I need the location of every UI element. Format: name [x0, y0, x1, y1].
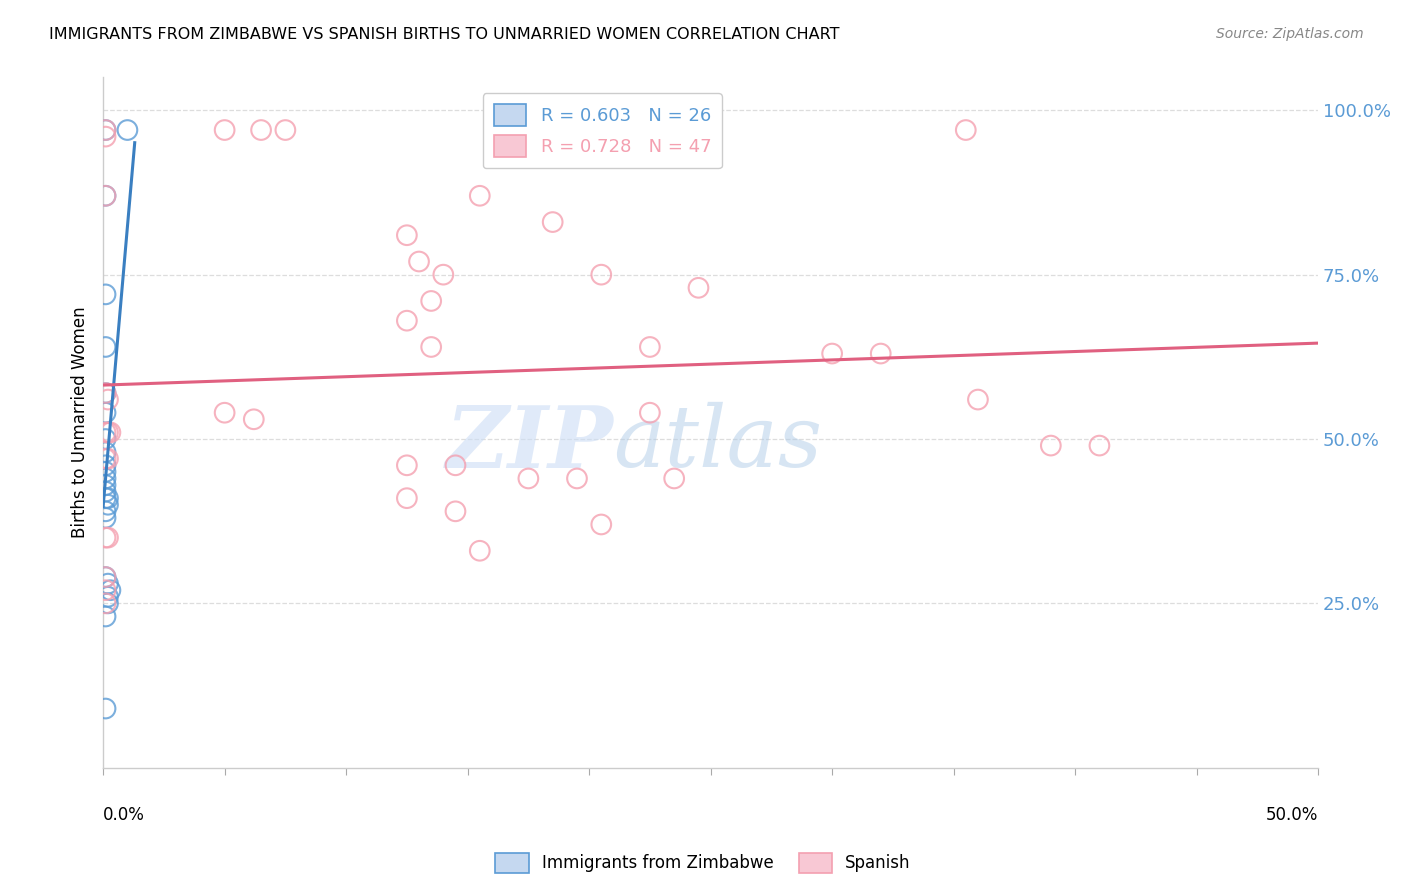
Point: [94, 445, 117, 459]
Point: [94, 188, 117, 202]
Point: [94, 458, 117, 473]
Point: [94, 340, 117, 354]
Point: [94, 386, 117, 401]
Point: [97, 392, 120, 407]
Point: [94, 491, 117, 505]
Point: [638, 340, 661, 354]
Point: [97, 590, 120, 604]
Point: [94, 478, 117, 492]
Point: [395, 314, 418, 328]
Legend: R = 0.603   N = 26, R = 0.728   N = 47: R = 0.603 N = 26, R = 0.728 N = 47: [482, 94, 721, 168]
Point: [94, 287, 117, 301]
Point: [967, 392, 990, 407]
Point: [468, 188, 491, 202]
Point: [94, 465, 117, 479]
Point: [94, 129, 117, 144]
Point: [395, 228, 418, 243]
Point: [94, 451, 117, 466]
Point: [94, 570, 117, 584]
Point: [94, 386, 117, 401]
Point: [117, 123, 139, 137]
Point: [1088, 439, 1111, 453]
Point: [94, 123, 117, 137]
Point: [97, 425, 120, 440]
Point: [541, 215, 564, 229]
Point: [97, 451, 120, 466]
Point: [420, 340, 443, 354]
Point: [94, 406, 117, 420]
Point: [97, 596, 120, 610]
Point: [214, 123, 236, 137]
Point: [100, 425, 122, 440]
Point: [94, 425, 117, 440]
Point: [94, 583, 117, 598]
Point: [591, 268, 613, 282]
Point: [243, 412, 266, 426]
Point: [94, 531, 117, 545]
Y-axis label: Births to Unmarried Women: Births to Unmarried Women: [72, 307, 89, 539]
Point: [955, 123, 977, 137]
Text: ZIP: ZIP: [446, 401, 613, 485]
Point: [274, 123, 297, 137]
Text: Source: ZipAtlas.com: Source: ZipAtlas.com: [1216, 27, 1364, 41]
Point: [638, 406, 661, 420]
Point: [94, 504, 117, 518]
Point: [214, 406, 236, 420]
Point: [420, 293, 443, 308]
Point: [1039, 439, 1062, 453]
Point: [94, 471, 117, 485]
Point: [97, 576, 120, 591]
Point: [664, 471, 686, 485]
Point: [444, 504, 467, 518]
Point: [94, 123, 117, 137]
Point: [100, 583, 122, 598]
Point: [591, 517, 613, 532]
Point: [94, 484, 117, 499]
Text: IMMIGRANTS FROM ZIMBABWE VS SPANISH BIRTHS TO UNMARRIED WOMEN CORRELATION CHART: IMMIGRANTS FROM ZIMBABWE VS SPANISH BIRT…: [49, 27, 839, 42]
Point: [468, 543, 491, 558]
Point: [97, 498, 120, 512]
Point: [94, 511, 117, 525]
Point: [444, 458, 467, 473]
Text: 50.0%: 50.0%: [1265, 805, 1319, 823]
Point: [94, 701, 117, 715]
Point: [97, 491, 120, 505]
Point: [94, 596, 117, 610]
Point: [94, 432, 117, 446]
Point: [688, 281, 710, 295]
Point: [395, 458, 418, 473]
Legend: Immigrants from Zimbabwe, Spanish: Immigrants from Zimbabwe, Spanish: [488, 847, 918, 880]
Text: 0.0%: 0.0%: [103, 805, 145, 823]
Point: [94, 570, 117, 584]
Point: [432, 268, 454, 282]
Point: [97, 531, 120, 545]
Point: [821, 346, 844, 360]
Point: [517, 471, 540, 485]
Text: atlas: atlas: [613, 402, 823, 484]
Point: [565, 471, 588, 485]
Point: [408, 254, 430, 268]
Point: [395, 491, 418, 505]
Point: [94, 609, 117, 624]
Point: [250, 123, 273, 137]
Point: [869, 346, 891, 360]
Point: [94, 188, 117, 202]
